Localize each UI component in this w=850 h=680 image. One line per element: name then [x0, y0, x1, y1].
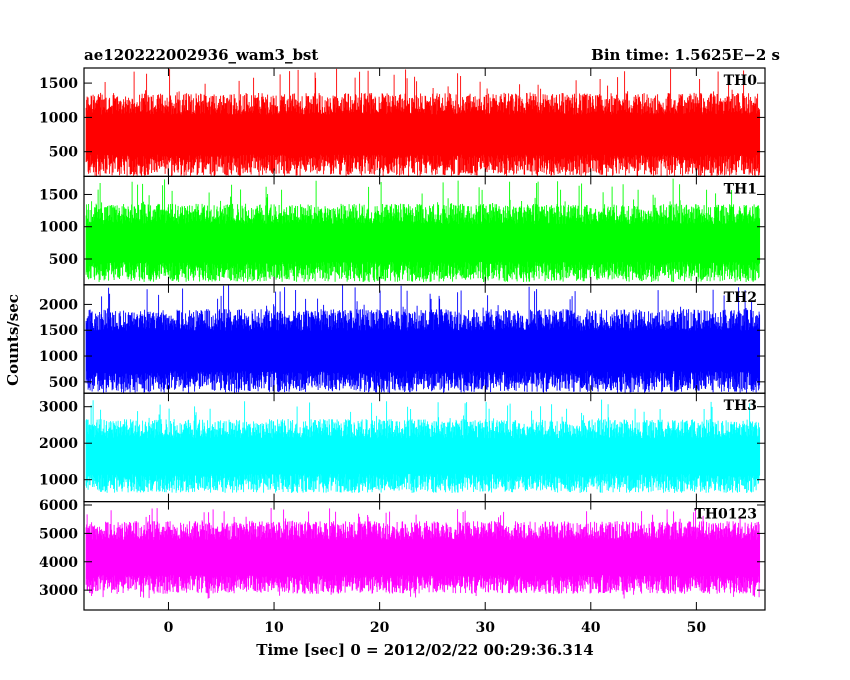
- panel-label-th0123: TH0123: [694, 507, 757, 523]
- panel-label-th0: TH0: [724, 73, 758, 89]
- y-axis-label: Counts/sec: [4, 294, 22, 386]
- y-tick-label-th0: 1000: [39, 110, 78, 126]
- series-trace-th3: [85, 399, 761, 493]
- x-tick-label: 10: [264, 620, 284, 636]
- y-tick-label-th1: 1000: [39, 220, 78, 236]
- panel-labels: TH0 TH1 TH2 TH3 TH0123: [694, 73, 757, 523]
- panel-label-th3: TH3: [724, 398, 757, 414]
- y-tick-label-th0123: 4000: [39, 555, 78, 571]
- y-tick-label-th2: 1500: [39, 323, 78, 339]
- y-axis-ticks: 500 1000 1500 500 1000 1500 500 1000 1500 2000 100…: [39, 76, 765, 599]
- panel-frames: [83, 67, 766, 611]
- bin-time-label: Bin time: 1.5625E−2 s: [591, 46, 780, 64]
- y-tick-label-th1: 500: [49, 252, 78, 268]
- x-tick-label: 0: [164, 620, 174, 636]
- x-tick-label: 20: [370, 620, 390, 636]
- series-traces: [85, 68, 761, 599]
- y-tick-label-th2: 1000: [39, 349, 78, 365]
- panel-label-th2: TH2: [724, 290, 757, 306]
- series-trace-th1: [85, 178, 761, 283]
- y-tick-label-th0123: 3000: [39, 583, 78, 599]
- y-tick-label-th1: 1500: [39, 187, 78, 203]
- x-axis-ticks: 0 10 20 30 40 50: [164, 68, 707, 636]
- y-tick-label-th3: 2000: [39, 436, 78, 452]
- series-trace-th0123: [85, 508, 761, 599]
- panel-label-th1: TH1: [724, 181, 757, 197]
- y-tick-label-th3: 3000: [39, 400, 78, 416]
- series-trace-th0: [85, 68, 761, 177]
- panel-frame-th0123: [83, 501, 766, 611]
- y-tick-label-th0: 1500: [39, 76, 78, 92]
- x-axis-label: Time [sec] 0 = 2012/02/22 00:29:36.314: [256, 641, 593, 659]
- y-tick-label-th0123: 5000: [39, 526, 78, 542]
- series-trace-th2: [85, 285, 761, 393]
- chart-title: ae120222002936_wam3_bst: [84, 46, 318, 64]
- y-tick-label-th2: 2000: [39, 297, 78, 313]
- y-tick-label-th0: 500: [49, 145, 78, 161]
- x-tick-label: 30: [475, 620, 495, 636]
- y-tick-label-th3: 1000: [39, 473, 78, 489]
- y-tick-label-th2: 500: [49, 375, 78, 391]
- x-tick-label: 50: [687, 620, 707, 636]
- y-tick-label-th0123: 6000: [39, 498, 78, 514]
- x-tick-label: 40: [581, 620, 601, 636]
